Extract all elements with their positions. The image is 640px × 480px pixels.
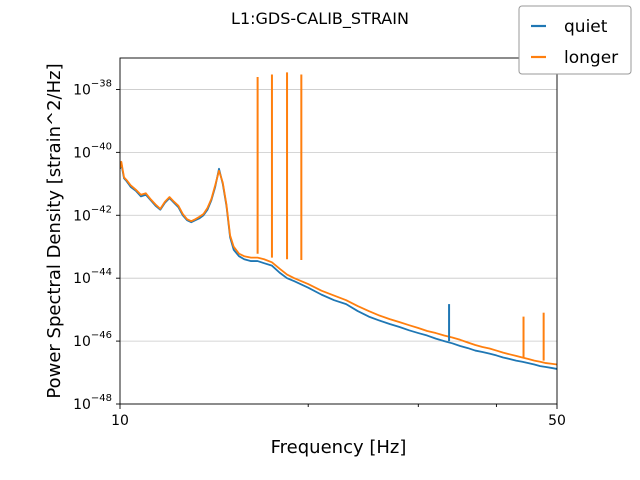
x-tick-label: 50 bbox=[548, 413, 566, 429]
y-tick-label: 10−40 bbox=[73, 141, 112, 161]
legend-label-longer: longer bbox=[564, 48, 618, 68]
axes-frame bbox=[119, 57, 558, 405]
ticks-layer: 10−48 10−46 10−44 10−42 10−40 10−38 10 50 bbox=[73, 78, 566, 429]
y-tick-label: 10−42 bbox=[73, 204, 112, 224]
series-line-longer bbox=[120, 160, 557, 366]
y-tick-label: 10−44 bbox=[73, 267, 112, 287]
y-tick-label: 10−46 bbox=[73, 330, 112, 350]
series-line-quiet bbox=[120, 162, 557, 370]
grid-layer bbox=[120, 89, 557, 342]
legend-items: quiet longer bbox=[531, 17, 618, 68]
y-tick-label: 10−38 bbox=[73, 78, 112, 98]
legend: quiet longer bbox=[518, 5, 632, 75]
x-tick-label: 10 bbox=[111, 413, 129, 429]
legend-box bbox=[518, 5, 632, 75]
legend-label-quiet: quiet bbox=[564, 17, 608, 37]
y-tick-label: 10−48 bbox=[73, 393, 112, 413]
x-axis-label: Frequency [Hz] bbox=[271, 437, 407, 458]
chart-title: L1:GDS-CALIB_STRAIN bbox=[231, 9, 409, 29]
series-layer bbox=[120, 72, 557, 370]
y-axis-label: Power Spectral Density [strain^2/Hz] bbox=[44, 63, 65, 398]
